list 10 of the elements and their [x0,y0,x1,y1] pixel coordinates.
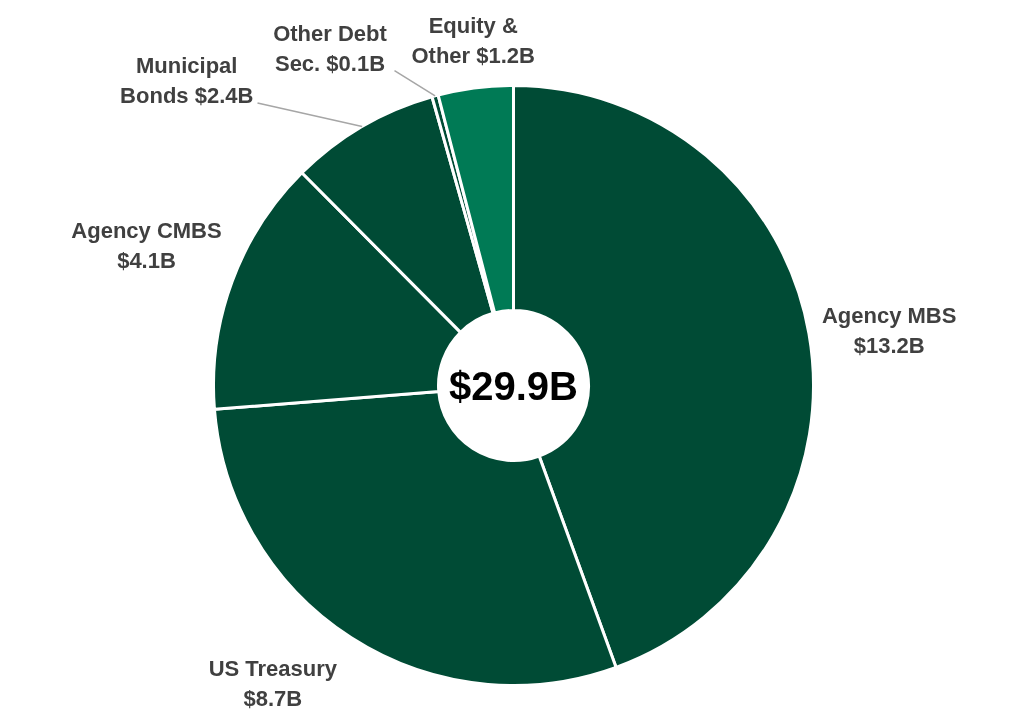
slice-label: Other Debt Sec. $0.1B [273,21,388,77]
data-label: $13.2B [853,332,925,358]
slice-label: Agency MBS [821,302,957,328]
text: $29.9B [449,363,578,408]
slice-label: US Treasury [208,655,338,681]
data-label: $4.1B [117,247,176,273]
slice-label: Municipal Bonds $2.4B [120,53,254,109]
data-label: $8.7B [243,685,303,711]
slice-label: Equity & Other $1.2B [411,12,535,68]
slice-label: Agency CMBS [71,217,222,243]
